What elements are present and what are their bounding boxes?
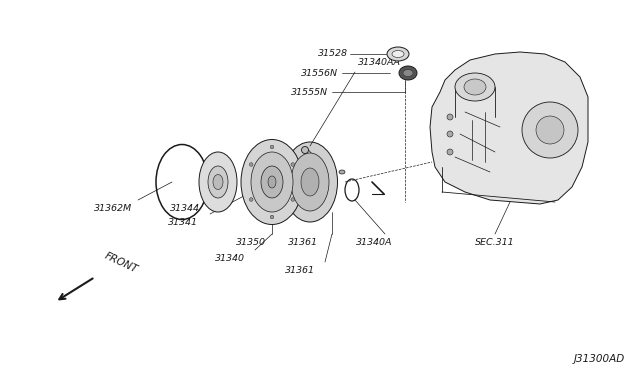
Text: SEC.311: SEC.311 — [475, 238, 515, 247]
Circle shape — [447, 131, 453, 137]
Circle shape — [250, 163, 253, 166]
Circle shape — [447, 149, 453, 155]
Circle shape — [270, 145, 274, 149]
Text: 31350: 31350 — [236, 238, 266, 247]
Circle shape — [270, 215, 274, 219]
Text: 31340AA: 31340AA — [358, 58, 401, 67]
Ellipse shape — [199, 152, 237, 212]
Ellipse shape — [387, 47, 409, 61]
Text: J31300AD: J31300AD — [573, 354, 625, 364]
Text: 31555N: 31555N — [291, 87, 328, 96]
Ellipse shape — [213, 174, 223, 189]
Text: 31340: 31340 — [215, 254, 245, 263]
Ellipse shape — [261, 166, 283, 198]
Ellipse shape — [208, 166, 228, 198]
Circle shape — [291, 198, 294, 201]
Text: FRONT: FRONT — [103, 251, 140, 275]
Text: 31361: 31361 — [288, 238, 318, 247]
Circle shape — [301, 147, 308, 154]
Ellipse shape — [403, 70, 413, 77]
Circle shape — [536, 116, 564, 144]
Ellipse shape — [282, 142, 337, 222]
Circle shape — [447, 114, 453, 120]
Text: 31344: 31344 — [170, 204, 200, 213]
Ellipse shape — [464, 79, 486, 95]
Ellipse shape — [241, 140, 303, 224]
Ellipse shape — [301, 168, 319, 196]
Ellipse shape — [399, 66, 417, 80]
Ellipse shape — [268, 176, 276, 188]
Text: 31362M: 31362M — [93, 204, 132, 213]
Text: 31341: 31341 — [168, 218, 198, 227]
Circle shape — [291, 163, 294, 166]
Ellipse shape — [339, 170, 345, 174]
Text: 31340A: 31340A — [355, 238, 392, 247]
Circle shape — [522, 102, 578, 158]
Text: 31556N: 31556N — [301, 68, 338, 77]
Ellipse shape — [251, 152, 293, 212]
Text: 31528: 31528 — [318, 48, 348, 58]
Polygon shape — [430, 52, 588, 204]
Ellipse shape — [455, 73, 495, 101]
Ellipse shape — [291, 153, 329, 211]
Ellipse shape — [392, 51, 404, 58]
Text: 31361: 31361 — [285, 266, 315, 275]
Circle shape — [250, 198, 253, 201]
